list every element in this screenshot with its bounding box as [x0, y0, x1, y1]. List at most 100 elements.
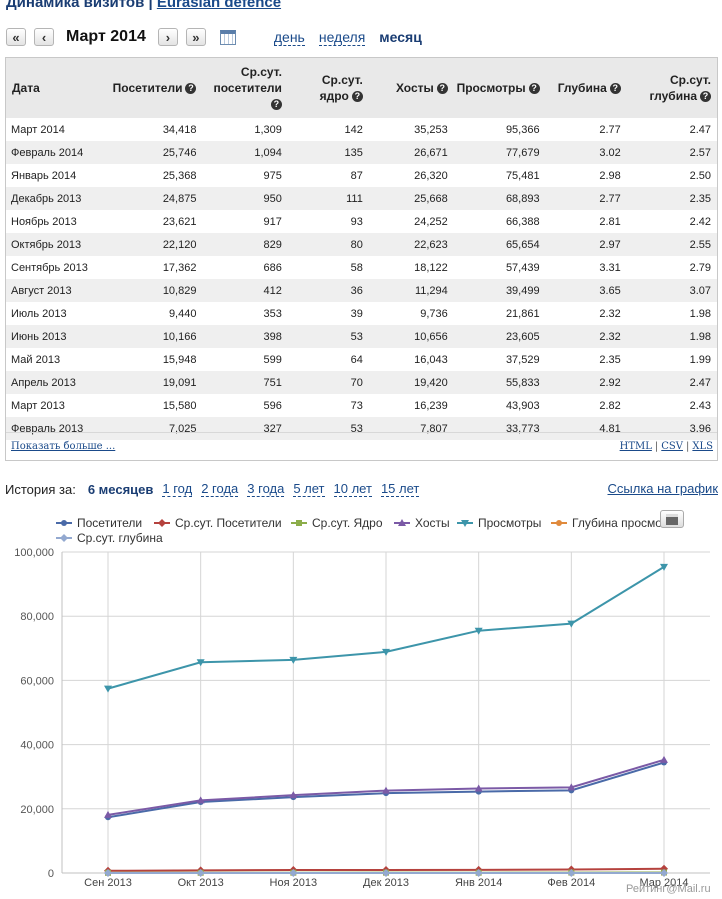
cell-value: 43,903: [505, 399, 540, 412]
history-10-years[interactable]: 10 лет: [333, 481, 372, 497]
help-icon[interactable]: ?: [609, 83, 621, 94]
column-header[interactable]: Глубина?: [546, 58, 627, 118]
column-header-label: Ср.сут. глубина: [649, 73, 711, 103]
help-icon[interactable]: ?: [351, 91, 363, 102]
data-point: [289, 868, 298, 877]
legend-label: Просмотры: [478, 516, 541, 530]
cell-date: Февраль 2014: [11, 146, 84, 159]
cell-value: 111: [346, 192, 363, 205]
help-icon[interactable]: ?: [528, 83, 540, 94]
table-row: Август 2013 10,829 412 36 11,294 39,499 3.65 3.…: [6, 279, 717, 302]
cell-value: 599: [263, 353, 282, 366]
help-icon[interactable]: ?: [185, 83, 197, 94]
cell-value: 58: [350, 261, 363, 274]
x-tick-label: Дек 2013: [363, 877, 409, 888]
next-period-button[interactable]: ›: [157, 28, 178, 46]
cell-value: 135: [344, 146, 363, 159]
cell-value: 18,122: [414, 261, 448, 274]
print-icon[interactable]: [660, 510, 684, 528]
data-point: [60, 534, 68, 542]
site-link[interactable]: Eurasian defence: [156, 0, 282, 11]
column-header[interactable]: Посетители?: [97, 58, 202, 118]
data-point: [398, 519, 406, 526]
cell-value: 950: [263, 192, 282, 205]
visits-chart: 0 20,000 40,000 60,000 80,000 100,000 Сен 2013…: [14, 516, 710, 888]
x-tick-label: Сен 2013: [84, 877, 132, 888]
table-header-row: Дата Посетители? Ср.сут. посетители? Ср.сут…: [6, 58, 717, 118]
table-row: Март 2013 15,580 596 73 16,239 43,903 2.82 2.43: [6, 394, 717, 417]
help-icon[interactable]: ?: [700, 91, 711, 102]
data-point: [660, 563, 668, 571]
column-header[interactable]: Ср.сут. посетители?: [202, 58, 287, 118]
cell-value: 26,671: [414, 146, 448, 159]
last-period-button[interactable]: »: [185, 28, 206, 46]
cell-value: 19,420: [414, 376, 448, 389]
x-tick-label: Мар 2014: [639, 877, 688, 888]
table-body: Март 2014 34,418 1,309 142 35,253 95,366 2.77 2…: [6, 118, 717, 440]
cell-value: 16,239: [414, 399, 448, 412]
cell-date: Февраль 2013: [11, 422, 84, 435]
cell-value: 2.35: [689, 192, 711, 205]
show-more-link[interactable]: Показать больше ...: [11, 441, 116, 452]
cell-value: 1,094: [254, 146, 282, 159]
cell-value: 3.02: [599, 146, 621, 159]
cell-value: 15,580: [162, 399, 197, 412]
data-point: [289, 791, 298, 799]
page-title: Динамика визитов | Eurasian defence: [6, 0, 281, 11]
history-3-years[interactable]: 3 года: [247, 481, 285, 497]
cell-value: 34,418: [162, 123, 197, 136]
history-5-years[interactable]: 5 лет: [293, 481, 325, 497]
history-6-months[interactable]: 6 месяцев: [87, 481, 154, 497]
cell-value: 1,309: [254, 123, 282, 136]
period-week[interactable]: неделя: [318, 28, 366, 46]
cell-value: 142: [344, 123, 363, 136]
table-row: Май 2013 15,948 599 64 16,043 37,529 2.35 1.99: [6, 348, 717, 371]
column-header[interactable]: Хосты?: [369, 58, 454, 118]
cell-value: 35,253: [414, 123, 448, 136]
cell-date: Сентябрь 2013: [11, 261, 88, 274]
history-1-year[interactable]: 1 год: [162, 481, 193, 497]
period-month[interactable]: месяц: [379, 29, 422, 45]
column-header[interactable]: Ср.сут. ядро?: [288, 58, 369, 118]
cell-value: 75,481: [505, 169, 540, 182]
cell-value: 3.31: [599, 261, 621, 274]
cell-value: 33,773: [505, 422, 540, 435]
help-icon[interactable]: ?: [270, 99, 282, 110]
column-header[interactable]: Просмотры?: [454, 58, 546, 118]
table-row: Январь 2014 25,368 975 87 26,320 75,481 2.98 2.…: [6, 164, 717, 187]
chart-link[interactable]: Ссылка на график: [607, 481, 719, 496]
legend-label: Ср.сут. Посетители: [175, 516, 282, 530]
data-point: [660, 755, 668, 763]
column-header[interactable]: Дата: [6, 58, 97, 118]
calendar-icon[interactable]: [219, 29, 236, 45]
history-15-years[interactable]: 15 лет: [380, 481, 420, 497]
export-html-link[interactable]: HTML: [619, 441, 652, 452]
data-point: [474, 784, 483, 792]
export-csv-link[interactable]: CSV: [661, 441, 683, 452]
cell-value: 66,388: [505, 215, 540, 228]
export-xls-link[interactable]: XLS: [692, 441, 713, 452]
cell-value: 2.35: [599, 353, 621, 366]
first-period-button[interactable]: «: [6, 28, 26, 46]
cell-value: 68,893: [505, 192, 540, 205]
cell-value: 7,807: [420, 422, 448, 435]
prev-period-button[interactable]: ‹: [34, 28, 54, 46]
cell-value: 11,294: [414, 284, 448, 297]
history-2-years[interactable]: 2 года: [201, 481, 239, 497]
cell-date: Март 2014: [11, 123, 65, 136]
y-tick-label: 0: [48, 868, 54, 880]
cell-value: 2.77: [599, 192, 621, 205]
cell-value: 2.47: [689, 376, 711, 389]
column-header[interactable]: Ср.сут. глубина?: [627, 58, 717, 118]
cell-value: 37,529: [505, 353, 540, 366]
period-day[interactable]: день: [273, 28, 305, 46]
table-row: Июль 2013 9,440 353 39 9,736 21,861 2.32 1.98: [6, 302, 717, 325]
help-icon[interactable]: ?: [436, 83, 448, 94]
cell-value: 2.92: [599, 376, 621, 389]
cell-value: 25,368: [162, 169, 197, 182]
cell-date: Январь 2014: [11, 169, 77, 182]
legend-label: Посетители: [77, 516, 142, 530]
cell-value: 53: [350, 422, 363, 435]
column-header-label: Глубина: [557, 81, 607, 95]
cell-value: 10,166: [162, 330, 197, 343]
